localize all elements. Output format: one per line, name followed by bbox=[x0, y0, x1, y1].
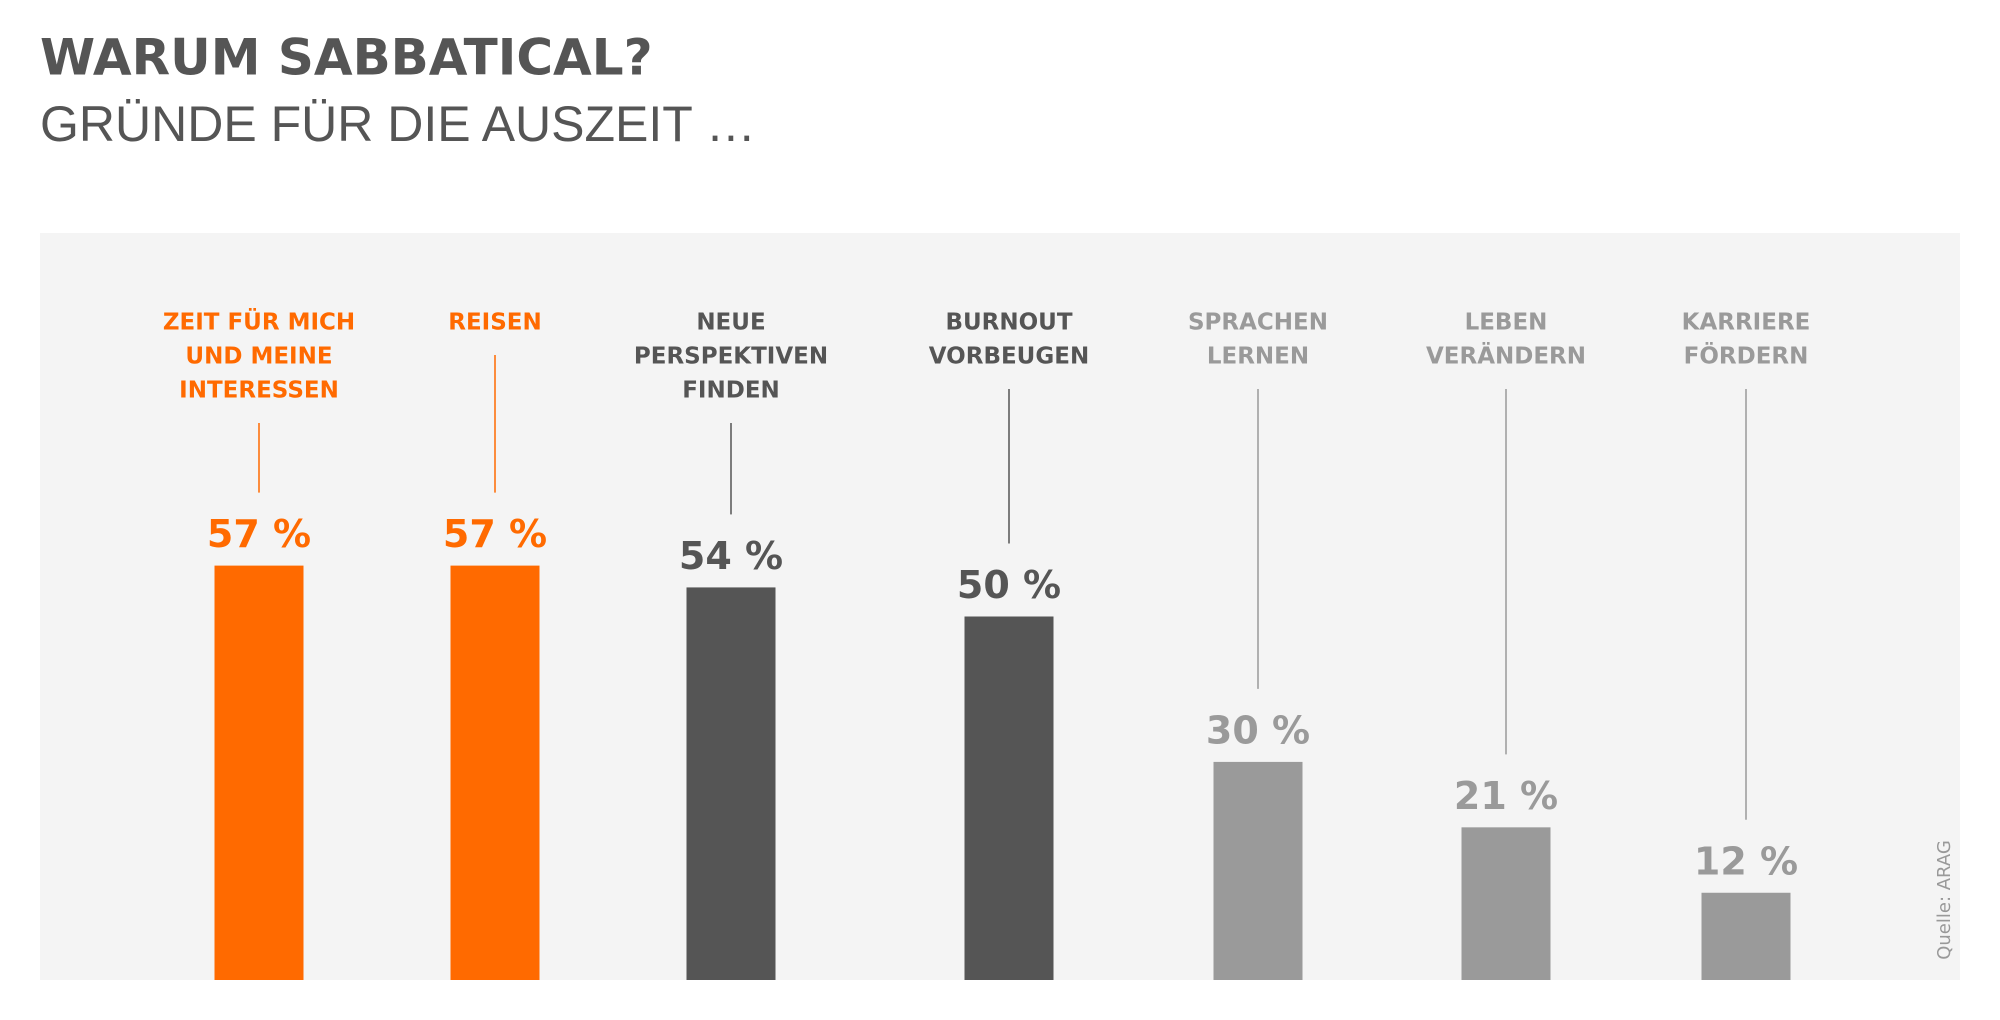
bar bbox=[1461, 827, 1551, 980]
value-label: 54 % bbox=[679, 534, 783, 578]
category-label: FINDEN bbox=[682, 378, 780, 404]
category-label: ZEIT FÜR MICH bbox=[163, 308, 355, 336]
value-label: 21 % bbox=[1454, 774, 1558, 818]
bar bbox=[450, 565, 540, 980]
bar bbox=[1701, 892, 1791, 980]
category-label: KARRIERE bbox=[1682, 310, 1811, 336]
bar bbox=[686, 587, 776, 980]
value-label: 12 % bbox=[1694, 839, 1798, 883]
value-label: 30 % bbox=[1206, 708, 1310, 752]
category-label: PERSPEKTIVEN bbox=[634, 344, 828, 370]
category-label: LERNEN bbox=[1207, 344, 1309, 370]
bar bbox=[964, 616, 1054, 980]
category-label: FÖRDERN bbox=[1684, 342, 1809, 370]
value-label: 50 % bbox=[957, 563, 1061, 607]
category-label: VORBEUGEN bbox=[929, 344, 1089, 370]
category-label: LEBEN bbox=[1465, 310, 1548, 336]
category-label: UND MEINE bbox=[185, 344, 332, 370]
category-label: BURNOUT bbox=[945, 310, 1072, 336]
category-label: INTERESSEN bbox=[179, 378, 339, 404]
category-label: NEUE bbox=[696, 310, 765, 336]
value-label: 57 % bbox=[207, 512, 311, 556]
value-label: 57 % bbox=[443, 512, 547, 556]
chart-subtitle: GRÜNDE FÜR DIE AUSZEIT … bbox=[40, 96, 756, 152]
bar bbox=[214, 565, 304, 980]
chart-title: WARUM SABBATICAL? bbox=[40, 29, 653, 87]
category-label: VERÄNDERN bbox=[1426, 342, 1586, 370]
category-label: REISEN bbox=[448, 310, 542, 336]
category-label: SPRACHEN bbox=[1188, 310, 1328, 336]
source: Quelle: ARAG bbox=[1934, 840, 1955, 960]
bar bbox=[1213, 761, 1303, 980]
